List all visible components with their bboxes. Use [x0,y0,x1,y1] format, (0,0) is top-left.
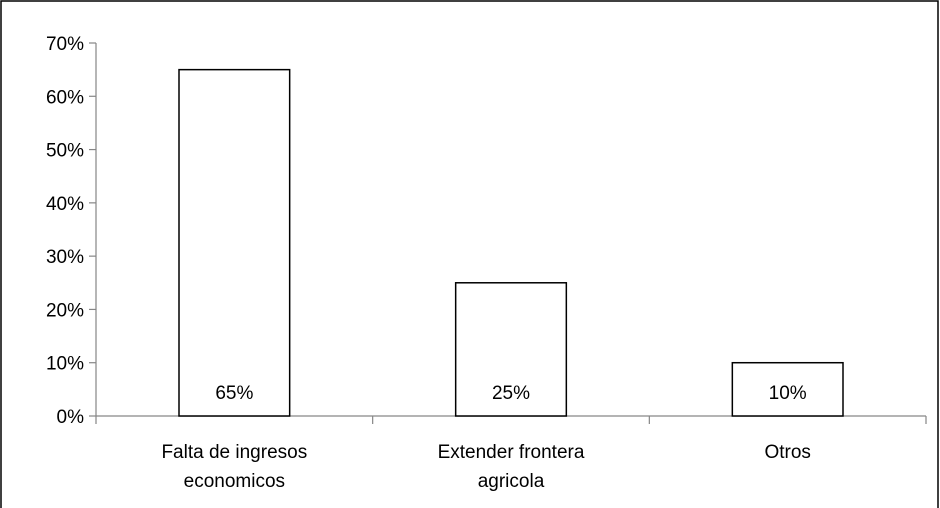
y-tick-label: 0% [57,407,85,428]
bar [731,361,844,417]
y-tick-label: 30% [46,247,84,268]
y-tick-label: 10% [46,354,84,375]
category-labels: Falta de ingresos economicos Extender fron… [161,442,810,492]
bar [178,68,291,417]
bar-data-label: 25% [492,383,530,404]
category-label: Otros [764,442,810,463]
bar [454,282,568,417]
x-axis [95,415,927,424]
category-label: agricola [478,471,545,492]
category-label: economicos [184,471,285,492]
y-axis: 0% 10% 20% 30% 40% 50% 60% 70% [46,34,97,428]
category-label: Extender frontera [438,442,585,463]
y-tick-label: 20% [46,300,84,321]
bars [178,68,844,417]
y-tick-label: 50% [46,141,84,162]
bar-data-label: 10% [769,383,807,404]
bar-data-label: 65% [215,383,253,404]
category-label: Falta de ingresos [161,442,307,463]
y-tick-label: 60% [46,87,84,108]
data-labels: 65% 25% 10% [215,383,806,404]
y-tick-label: 70% [46,34,84,55]
y-tick-label: 40% [46,194,84,215]
